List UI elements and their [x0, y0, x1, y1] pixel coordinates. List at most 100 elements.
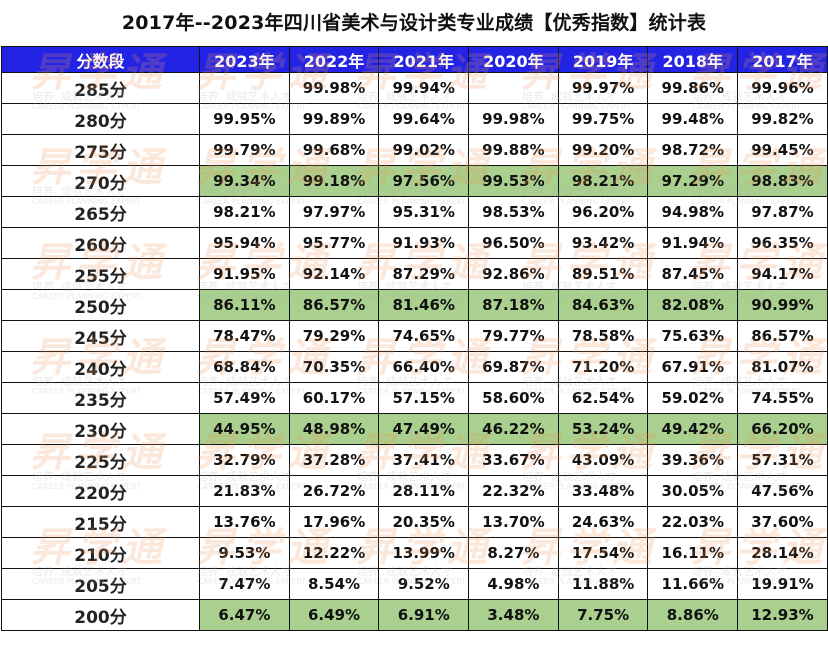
percent-cell: 57.49%	[199, 382, 290, 414]
score-cell: 200分	[1, 599, 200, 631]
percent-cell: 97.56%	[378, 165, 470, 197]
percent-cell: 87.29%	[378, 258, 470, 290]
percent-cell: 66.40%	[378, 351, 470, 383]
percent-cell: 84.63%	[557, 289, 649, 321]
percent-cell: 82.08%	[647, 289, 739, 321]
table-row: 205分 7.47% 8.54% 9.52% 4.98% 11.88% 11.66% 19.9…	[1, 568, 828, 600]
score-cell: 265分	[1, 196, 200, 228]
percent-cell: 97.97%	[288, 196, 380, 228]
percent-cell: 47.56%	[737, 475, 828, 507]
header-year: 2021年	[378, 46, 470, 73]
percent-cell: 99.45%	[737, 134, 828, 166]
table-row: 240分 68.84% 70.35% 66.40% 69.87% 71.20% 67.91%…	[1, 351, 828, 383]
percent-cell: 94.17%	[737, 258, 828, 290]
header-year: 2017年	[737, 46, 828, 73]
percent-cell: 86.57%	[737, 320, 828, 352]
percent-cell: 78.47%	[199, 320, 290, 352]
percent-cell: 20.35%	[378, 506, 470, 538]
percent-cell: 95.31%	[378, 196, 470, 228]
score-cell: 280分	[1, 103, 200, 135]
percent-cell: 97.29%	[647, 165, 739, 197]
percent-cell: 74.55%	[737, 382, 828, 414]
percent-cell	[199, 72, 290, 104]
percent-cell: 99.18%	[288, 165, 380, 197]
percent-cell: 90.99%	[737, 289, 828, 321]
percent-cell: 6.49%	[288, 599, 380, 631]
percent-cell: 69.87%	[468, 351, 559, 383]
percent-cell: 91.95%	[199, 258, 290, 290]
table-row: 230分 44.95% 48.98% 47.49% 46.22% 53.24% 49.42%…	[1, 413, 828, 445]
percent-cell: 17.54%	[557, 537, 649, 569]
percent-cell: 98.53%	[468, 196, 559, 228]
percent-cell: 75.63%	[647, 320, 739, 352]
percent-cell: 71.20%	[557, 351, 649, 383]
percent-cell: 98.21%	[199, 196, 290, 228]
table-row: 215分 13.76% 17.96% 20.35% 13.70% 24.63% 22.03%…	[1, 506, 828, 538]
header-score-range: 分数段	[1, 46, 200, 73]
percent-cell: 44.95%	[199, 413, 290, 445]
table-row: 270分 99.34% 99.18% 97.56% 99.53% 98.21% 97.29%…	[1, 165, 828, 197]
percent-cell: 17.96%	[288, 506, 380, 538]
percent-cell: 91.94%	[647, 227, 739, 259]
percent-cell: 8.27%	[468, 537, 559, 569]
score-cell: 285分	[1, 72, 200, 104]
percent-cell: 99.88%	[468, 134, 559, 166]
percent-cell: 16.11%	[647, 537, 739, 569]
percent-cell: 99.20%	[557, 134, 649, 166]
percent-cell: 21.83%	[199, 475, 290, 507]
percent-cell: 9.52%	[378, 568, 470, 600]
percent-cell: 99.79%	[199, 134, 290, 166]
percent-cell: 30.05%	[647, 475, 739, 507]
score-cell: 270分	[1, 165, 200, 197]
percent-cell: 99.02%	[378, 134, 470, 166]
percent-cell: 86.11%	[199, 289, 290, 321]
score-cell: 230分	[1, 413, 200, 445]
percent-cell: 97.87%	[737, 196, 828, 228]
score-cell: 255分	[1, 258, 200, 290]
score-cell: 245分	[1, 320, 200, 352]
percent-cell: 94.98%	[647, 196, 739, 228]
score-cell: 220分	[1, 475, 200, 507]
percent-cell: 99.95%	[199, 103, 290, 135]
percent-cell: 13.99%	[378, 537, 470, 569]
percent-cell: 37.60%	[737, 506, 828, 538]
percent-cell: 95.94%	[199, 227, 290, 259]
table-row: 250分 86.11% 86.57% 81.46% 87.18% 84.63% 82.08%…	[1, 289, 828, 321]
table-row: 225分 32.79% 37.28% 37.41% 33.67% 43.09% 39.36%…	[1, 444, 828, 476]
score-cell: 215分	[1, 506, 200, 538]
percent-cell: 57.31%	[737, 444, 828, 476]
percent-cell: 96.50%	[468, 227, 559, 259]
table-row: 265分 98.21% 97.97% 95.31% 98.53% 96.20% 94.98%…	[1, 196, 828, 228]
percent-cell: 37.41%	[378, 444, 470, 476]
score-cell: 275分	[1, 134, 200, 166]
score-cell: 210分	[1, 537, 200, 569]
percent-cell: 46.22%	[468, 413, 559, 445]
percent-cell: 39.36%	[647, 444, 739, 476]
percent-cell: 9.53%	[199, 537, 290, 569]
percent-cell: 81.46%	[378, 289, 470, 321]
percent-cell: 99.53%	[468, 165, 559, 197]
percent-cell: 78.58%	[557, 320, 649, 352]
percent-cell: 93.42%	[557, 227, 649, 259]
percent-cell: 11.66%	[647, 568, 739, 600]
percent-cell: 26.72%	[288, 475, 380, 507]
percent-cell: 79.29%	[288, 320, 380, 352]
percent-cell: 87.18%	[468, 289, 559, 321]
score-cell: 235分	[1, 382, 200, 414]
percent-cell: 96.20%	[557, 196, 649, 228]
percent-cell: 3.48%	[468, 599, 559, 631]
table-row: 200分 6.47% 6.49% 6.91% 3.48% 7.75% 8.86% 12.93%	[1, 599, 828, 631]
percent-cell: 87.45%	[647, 258, 739, 290]
percent-cell: 99.34%	[199, 165, 290, 197]
percent-cell: 57.15%	[378, 382, 470, 414]
percent-cell: 11.88%	[557, 568, 649, 600]
table-body: 285分 99.98% 99.94% 99.97% 99.86% 99.96% 280分 99…	[1, 72, 828, 631]
percent-cell: 33.67%	[468, 444, 559, 476]
percent-cell: 99.48%	[647, 103, 739, 135]
percent-cell: 74.65%	[378, 320, 470, 352]
score-table: 分数段 2023年 2022年 2021年 2020年 2019年 2018年 …	[1, 46, 828, 631]
percent-cell: 19.91%	[737, 568, 828, 600]
percent-cell: 62.54%	[557, 382, 649, 414]
percent-cell: 89.51%	[557, 258, 649, 290]
percent-cell: 22.32%	[468, 475, 559, 507]
